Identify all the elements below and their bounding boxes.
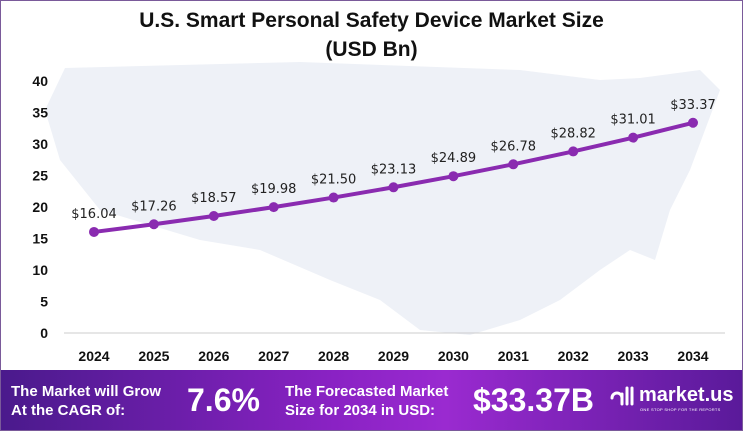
data-label: $17.26	[131, 199, 177, 214]
data-label: $16.04	[71, 207, 117, 222]
logo-tagline: ONE STOP SHOP FOR THE REPORTS	[640, 407, 721, 412]
data-label: $26.78	[491, 139, 537, 154]
data-point	[508, 159, 519, 170]
data-point	[628, 132, 639, 143]
market-us-logo: market.us ONE STOP SHOP FOR THE REPORTS	[609, 384, 734, 413]
x-tick-label: 2025	[138, 348, 169, 364]
x-tick-label: 2029	[378, 348, 409, 364]
forecast-label-line2: Size for 2034 in USD:	[285, 402, 436, 419]
data-point	[208, 211, 219, 222]
data-label: $19.98	[251, 182, 297, 197]
data-label: $18.57	[191, 191, 237, 206]
x-tick-label: 2024	[78, 348, 109, 364]
x-tick-label: 2033	[618, 348, 649, 364]
y-tick-label: 0	[40, 325, 48, 341]
y-tick-label: 40	[32, 73, 48, 89]
data-point	[568, 146, 579, 157]
cagr-label-line1: The Market will Grow	[11, 383, 162, 400]
data-point	[89, 226, 99, 237]
forecast-value: $33.37B	[473, 382, 594, 418]
data-point	[268, 202, 279, 213]
x-tick-label: 2028	[318, 348, 349, 364]
y-tick-label: 5	[40, 294, 48, 310]
y-tick-label: 10	[32, 262, 48, 278]
y-tick-label: 35	[32, 105, 48, 121]
data-label: $23.13	[371, 162, 417, 177]
x-tick-label: 2032	[558, 348, 589, 364]
x-tick-label: 2031	[498, 348, 529, 364]
data-point	[328, 192, 339, 203]
x-tick-label: 2026	[198, 348, 229, 364]
x-tick-label: 2034	[677, 348, 708, 364]
data-label: $31.01	[610, 113, 656, 128]
footer-banner: The Market will Grow At the CAGR of: 7.6…	[1, 370, 742, 430]
forecast-label-line1: The Forecasted Market	[285, 383, 449, 400]
data-label: $28.82	[550, 126, 596, 141]
cagr-value: 7.6%	[187, 382, 260, 418]
y-tick-label: 15	[32, 231, 48, 247]
y-tick-label: 25	[32, 168, 48, 184]
x-tick-label: 2030	[438, 348, 469, 364]
data-label: $21.50	[311, 173, 357, 188]
chart-subtitle: (USD Bn)	[325, 38, 418, 61]
data-label: $24.89	[431, 151, 477, 166]
cagr-label-line2: At the CAGR of:	[11, 402, 126, 419]
x-tick-label: 2027	[258, 348, 289, 364]
data-point	[448, 171, 459, 182]
us-map-background	[45, 62, 720, 335]
data-point	[388, 182, 399, 193]
y-tick-label: 20	[32, 199, 48, 215]
logo-name: market.us	[639, 384, 734, 406]
data-point	[688, 117, 698, 128]
y-tick-label: 30	[32, 136, 48, 152]
chart-title: U.S. Smart Personal Safety Device Market…	[139, 9, 604, 32]
data-label: $33.37	[670, 98, 716, 113]
logo-icon	[610, 386, 634, 406]
data-point	[148, 219, 159, 230]
